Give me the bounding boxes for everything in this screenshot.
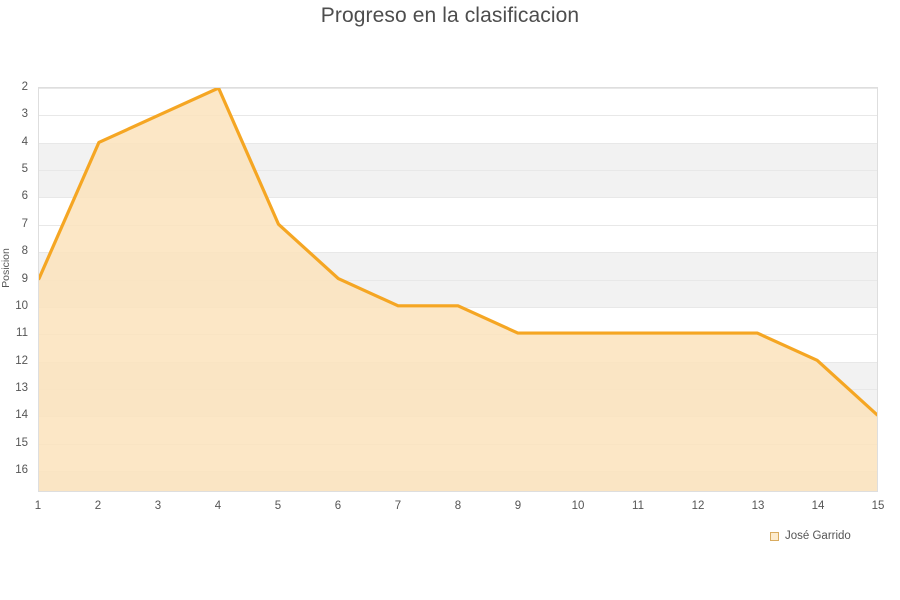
y-tick-label: 7 [21,217,28,230]
y-tick-label: 16 [15,464,28,477]
x-tick-label: 1 [34,500,42,512]
x-tick-label: 9 [514,500,522,512]
y-tick-label: 14 [15,409,28,422]
x-axis-tick-labels: 1 2 3 4 5 6 7 8 9 10 11 12 13 14 15 [34,500,885,520]
chart-title: Progreso en la clasificacion [320,4,580,27]
gridline-horizontal [39,197,877,198]
y-tick-label: 11 [16,327,28,340]
x-tick-label: 11 [632,500,644,512]
x-tick-label: 3 [154,500,162,512]
gridline-horizontal [39,170,877,171]
x-axis-title-clipped: Jornadas [856,523,900,541]
y-tick-label: 4 [21,135,28,148]
area-fill-jose-garrido [39,88,877,491]
x-tick-label: 12 [691,500,705,512]
gridline-horizontal [39,225,877,226]
legend-swatch-jose-garrido [770,531,779,541]
series-canvas [39,88,877,491]
gridline-horizontal [39,115,877,116]
x-tick-label: 2 [94,500,102,512]
y-tick-label: 5 [21,163,28,176]
x-tick-label: 10 [571,500,585,512]
y-axis-tick-labels: 2 3 4 5 6 7 8 9 10 11 12 13 14 15 16 [0,81,32,492]
y-tick-label: 6 [21,190,28,203]
plot-area [38,87,878,492]
x-tick-label: 6 [334,500,342,512]
gridline-horizontal [39,143,877,144]
gridline-horizontal [39,252,877,253]
x-tick-label: 15 [871,500,885,512]
legend-label-jose-garrido: José Garrido [785,530,851,542]
y-tick-label: 13 [15,382,28,394]
y-tick-label: 3 [21,108,28,121]
y-tick-label: 10 [15,299,28,312]
x-tick-label: 14 [811,500,825,512]
x-tick-label: 8 [454,500,462,512]
x-tick-label: 5 [274,500,282,512]
y-tick-label: 15 [15,436,28,449]
y-tick-label: 12 [15,354,28,367]
y-tick-label: 8 [21,245,28,258]
line-series-jose-garrido [39,88,877,417]
y-tick-label: 9 [21,272,28,285]
chart-legend[interactable]: José Garrido [770,530,851,542]
gridline-horizontal [39,88,877,89]
x-tick-label: 4 [214,500,222,512]
gridline-horizontal [39,280,877,281]
y-tick-label: 2 [21,81,28,93]
x-tick-label: 13 [751,500,765,512]
x-tick-label: 7 [394,500,402,512]
